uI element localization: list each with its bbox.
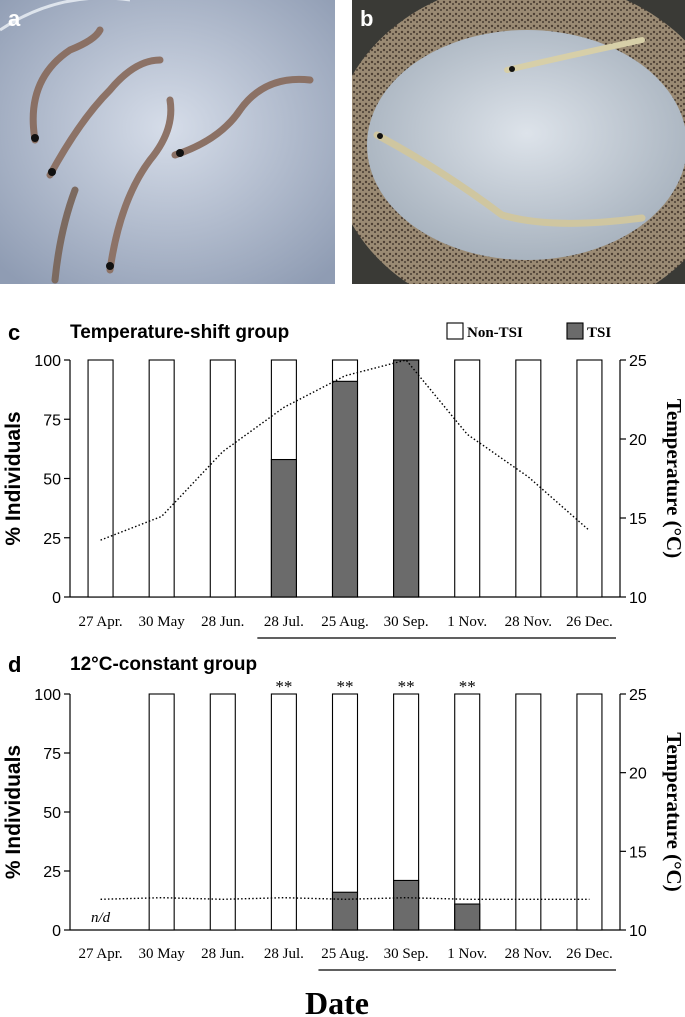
x-tick-label-c: 25 Aug. — [321, 614, 369, 630]
bar-non-tsi — [515, 359, 542, 598]
x-tick-label-c: 27 Apr. — [78, 614, 122, 630]
y2-tick-label-d: 20 — [629, 766, 647, 783]
y-tick-label-c: 25 — [43, 531, 61, 548]
x-tick-label-c: 1 Nov. — [447, 614, 487, 630]
bar-tsi — [393, 879, 420, 931]
y-tick-label-d: 75 — [43, 746, 61, 763]
x-tick-label-d: 28 Jul. — [264, 946, 304, 962]
panel-letter-d: d — [8, 652, 21, 677]
x-tick-label-d: 30 May — [139, 946, 186, 962]
bar-tsi — [331, 380, 359, 598]
photo-panel-b: b — [352, 0, 685, 284]
x-tick-label-c: 28 Jul. — [264, 614, 304, 630]
x-axis-label: Date — [305, 985, 369, 1017]
y-tick-label-d: 0 — [52, 923, 61, 940]
y2-tick-label-c: 10 — [629, 590, 647, 607]
annotation-significance: ** — [275, 677, 292, 696]
photo-panel-a: a — [0, 0, 335, 284]
glass-eel-photo-a — [0, 0, 335, 284]
bar-non-tsi — [515, 693, 542, 931]
chart-title-c: Temperature-shift group — [70, 322, 289, 343]
legend-label-non-tsi: Non-TSI — [467, 325, 523, 341]
bar-non-tsi — [331, 693, 359, 931]
x-tick-label-c: 30 Sep. — [384, 614, 429, 630]
y-axis-label-c: % Individuals — [2, 411, 25, 545]
y2-axis-label-c: Temperature (°C) — [662, 399, 685, 558]
x-tick-label-d: 26 Dec. — [566, 946, 613, 962]
panel-letter-c: c — [8, 320, 20, 345]
legend-swatch-tsi — [566, 322, 584, 340]
y-tick-label-c: 100 — [34, 353, 61, 370]
y-tick-label-d: 25 — [43, 864, 61, 881]
y2-tick-label-c: 20 — [629, 432, 647, 449]
bar-non-tsi — [87, 359, 114, 598]
temperature-line-d — [100, 896, 590, 901]
legend-swatch-non-tsi — [446, 322, 464, 340]
y-tick-label-c: 50 — [43, 472, 61, 489]
y2-tick-label-c: 25 — [629, 353, 647, 370]
bar-non-tsi — [270, 693, 297, 931]
x-tick-label-d: 1 Nov. — [447, 946, 487, 962]
bar-non-tsi — [148, 359, 175, 598]
y2-tick-label-d: 15 — [629, 844, 647, 861]
annotation-nd: n/d — [91, 910, 111, 926]
temperature-line-c — [100, 359, 590, 541]
x-tick-label-c: 26 Dec. — [566, 614, 613, 630]
x-tick-label-d: 25 Aug. — [321, 946, 369, 962]
y2-axis-label-d: Temperature (°C) — [662, 732, 685, 891]
bar-non-tsi — [454, 359, 481, 598]
bar-tsi — [454, 903, 481, 931]
bar-tsi — [393, 359, 420, 598]
annotation-significance: ** — [398, 677, 415, 696]
annotation-significance: ** — [459, 677, 476, 696]
y-tick-label-d: 50 — [43, 805, 61, 822]
bar-tsi — [331, 891, 359, 931]
x-tick-label-d: 27 Apr. — [78, 946, 122, 962]
legend-label-tsi: TSI — [587, 325, 611, 341]
y-axis-label-d: % Individuals — [2, 745, 25, 879]
x-tick-label-c: 30 May — [139, 614, 186, 630]
x-tick-label-d: 30 Sep. — [384, 946, 429, 962]
bar-tsi — [270, 458, 297, 598]
y-tick-label-c: 75 — [43, 412, 61, 429]
bar-non-tsi — [454, 693, 481, 931]
bar-non-tsi — [209, 693, 236, 931]
glass-eel-photo-b — [352, 0, 685, 284]
x-tick-label-c: 28 Nov. — [505, 614, 552, 630]
x-tick-label-d: 28 Jun. — [201, 946, 244, 962]
photo-b-label: b — [360, 6, 374, 31]
y2-tick-label-d: 25 — [629, 687, 647, 704]
bar-non-tsi — [576, 359, 603, 598]
y-tick-label-d: 100 — [34, 687, 61, 704]
bar-non-tsi — [209, 359, 236, 598]
annotation-significance: ** — [337, 677, 354, 696]
y2-tick-label-c: 15 — [629, 511, 647, 528]
x-tick-label-c: 28 Jun. — [201, 614, 244, 630]
bar-non-tsi — [576, 693, 603, 931]
bar-non-tsi — [148, 693, 175, 931]
chart-title-d: 12°C-constant group — [70, 654, 257, 675]
y-tick-label-c: 0 — [52, 590, 61, 607]
photo-a-label: a — [8, 6, 21, 31]
x-tick-label-d: 28 Nov. — [505, 946, 552, 962]
y2-tick-label-d: 10 — [629, 923, 647, 940]
